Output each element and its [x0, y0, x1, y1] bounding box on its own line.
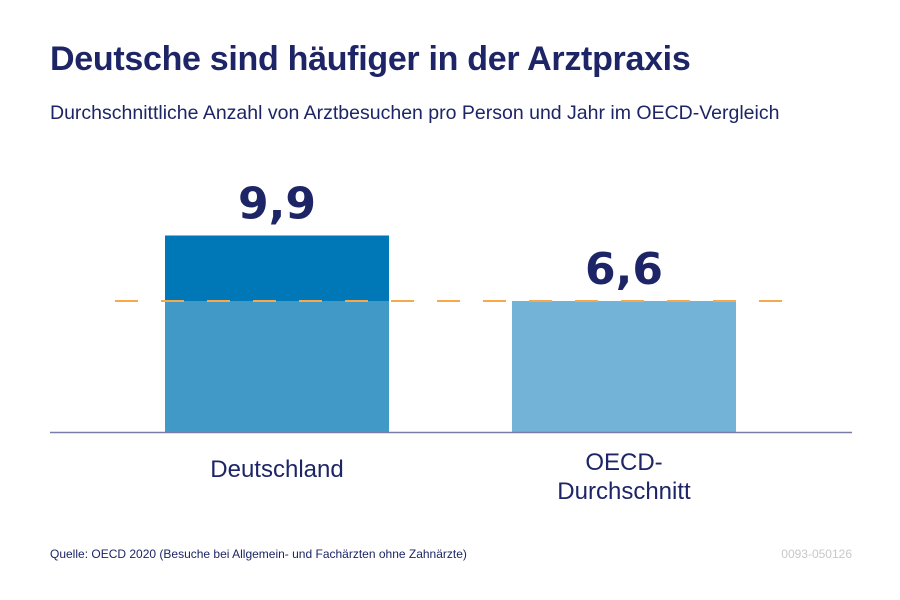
source-note: Quelle: OECD 2020 (Besuche bei Allgemein…: [50, 547, 467, 561]
category-label-deutschland: Deutschland: [210, 456, 343, 483]
chart-subtitle: Durchschnittliche Anzahl von Arztbesuche…: [50, 102, 780, 124]
bars-group: [165, 235, 736, 432]
value-label-oecd-durchschnitt: 6,6: [585, 244, 663, 295]
graphic-id: 0093-050126: [781, 547, 852, 561]
bar-oecd-durchschnitt: [512, 300, 736, 432]
category-label-oecd-durchschnitt-line-1: OECD-: [585, 449, 662, 476]
chart-title: Deutsche sind häufiger in der Arztpraxis: [50, 40, 691, 78]
bar-deutschland: [165, 300, 389, 432]
value-label-deutschland: 9,9: [238, 178, 316, 229]
bar-deutschland-above-average: [165, 235, 389, 301]
labels-group: 9,9 Deutschland 6,6 OECD-Durchschnitt: [210, 178, 691, 505]
category-label-oecd-durchschnitt-line-2: Durchschnitt: [557, 478, 691, 505]
